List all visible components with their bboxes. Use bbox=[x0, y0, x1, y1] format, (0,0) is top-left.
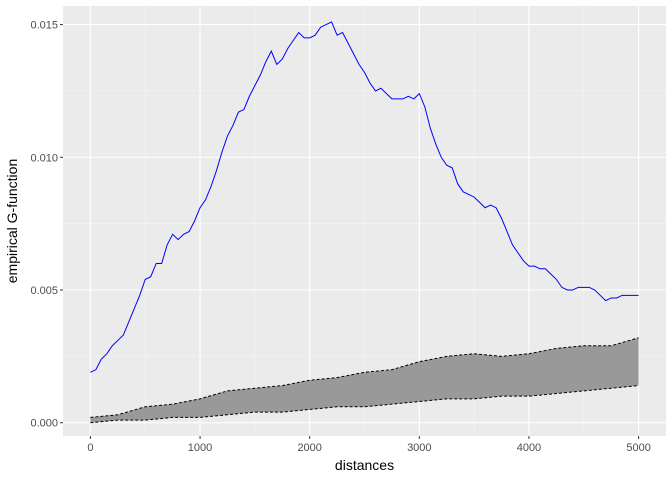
x-tick-label: 4000 bbox=[517, 442, 541, 454]
x-tick-label: 3000 bbox=[407, 442, 431, 454]
empirical-g-line bbox=[90, 21, 639, 373]
x-tick-label: 1000 bbox=[188, 442, 212, 454]
envelope-lower-edge bbox=[90, 385, 639, 424]
y-tick-label: 0.005 bbox=[30, 285, 58, 297]
x-tick-label: 0 bbox=[87, 442, 93, 454]
grid-major bbox=[63, 6, 666, 436]
x-axis: 0 1000 2000 3000 4000 5000 bbox=[87, 436, 651, 454]
y-tick-label: 0.000 bbox=[30, 418, 58, 430]
envelope-upper-edge bbox=[90, 337, 639, 418]
y-axis: 0.000 0.005 0.010 0.015 bbox=[30, 20, 63, 430]
envelope-band-layer bbox=[90, 337, 639, 424]
empirical-line-layer bbox=[90, 21, 639, 373]
x-tick-label: 2000 bbox=[297, 442, 321, 454]
y-axis-title: empirical G-function bbox=[4, 159, 20, 284]
x-tick-label: 5000 bbox=[626, 442, 650, 454]
x-axis-title: distances bbox=[335, 457, 394, 473]
y-tick-label: 0.015 bbox=[30, 20, 58, 32]
y-tick-label: 0.010 bbox=[30, 152, 58, 164]
envelope-band bbox=[90, 337, 639, 423]
